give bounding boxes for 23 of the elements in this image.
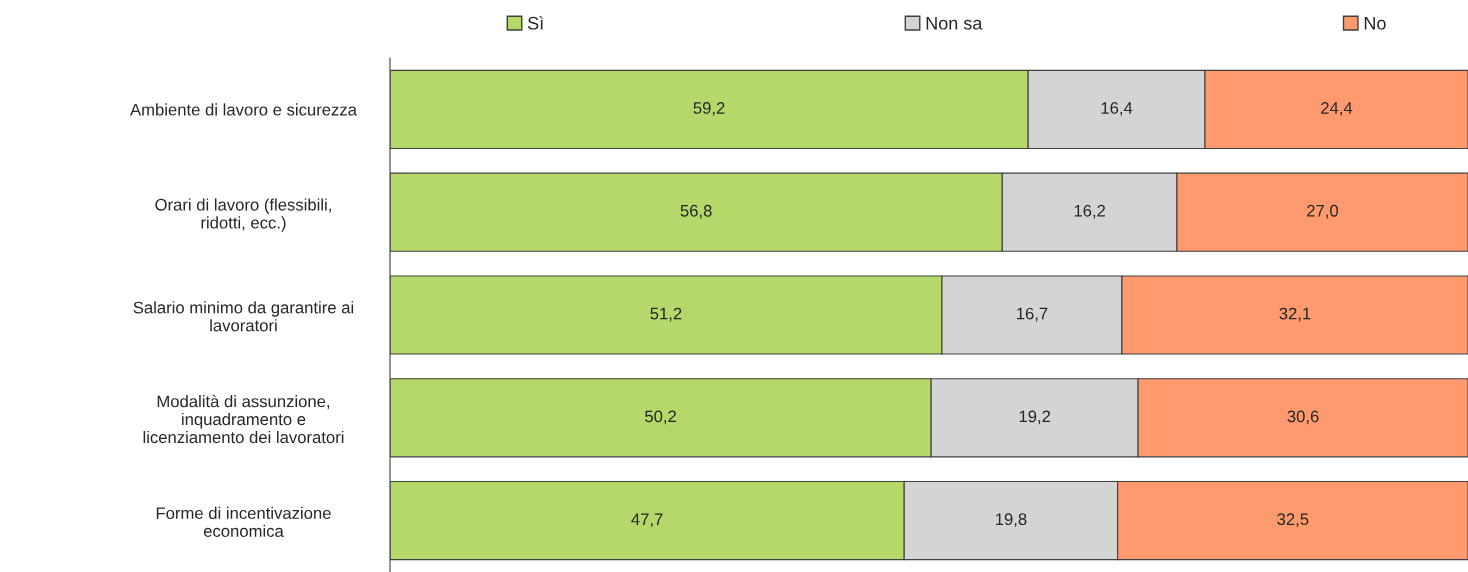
legend-label: No xyxy=(1364,17,1386,30)
data-label: 47,7 xyxy=(631,513,663,528)
data-label: 50,2 xyxy=(645,410,676,425)
data-label: 51,2 xyxy=(650,307,682,322)
data-label: 30,6 xyxy=(1287,410,1319,425)
data-label: 27,0 xyxy=(1307,204,1339,219)
data-label: 59,2 xyxy=(693,102,725,116)
data-label: 32,5 xyxy=(1277,513,1309,528)
y-tick-label: Salario minimo da garantire ai lavoratori xyxy=(133,301,354,332)
data-label: 16,7 xyxy=(1017,307,1048,322)
data-label: 16,2 xyxy=(1074,204,1106,219)
data-label: 32,1 xyxy=(1279,307,1311,322)
data-label: 19,8 xyxy=(995,513,1027,528)
y-tick-label: Modalità di assunzione, inquadramento e licenziamento dei lavoratori xyxy=(143,394,344,444)
y-tick-label: Ambiente di lavoro e sicurezza xyxy=(130,103,357,116)
data-label: 24,4 xyxy=(1321,102,1353,116)
legend-label: Non sa xyxy=(926,17,983,30)
data-label: 56,8 xyxy=(680,204,712,219)
data-label: 19,2 xyxy=(1019,410,1051,425)
legend-label: Sì xyxy=(527,16,544,30)
y-tick-label: Orari di lavoro (flessibili, ridotti, ecc.) xyxy=(155,198,331,232)
y-tick-label: Forme di incentivazione economica xyxy=(156,506,331,537)
data-label: 16,4 xyxy=(1101,102,1133,116)
